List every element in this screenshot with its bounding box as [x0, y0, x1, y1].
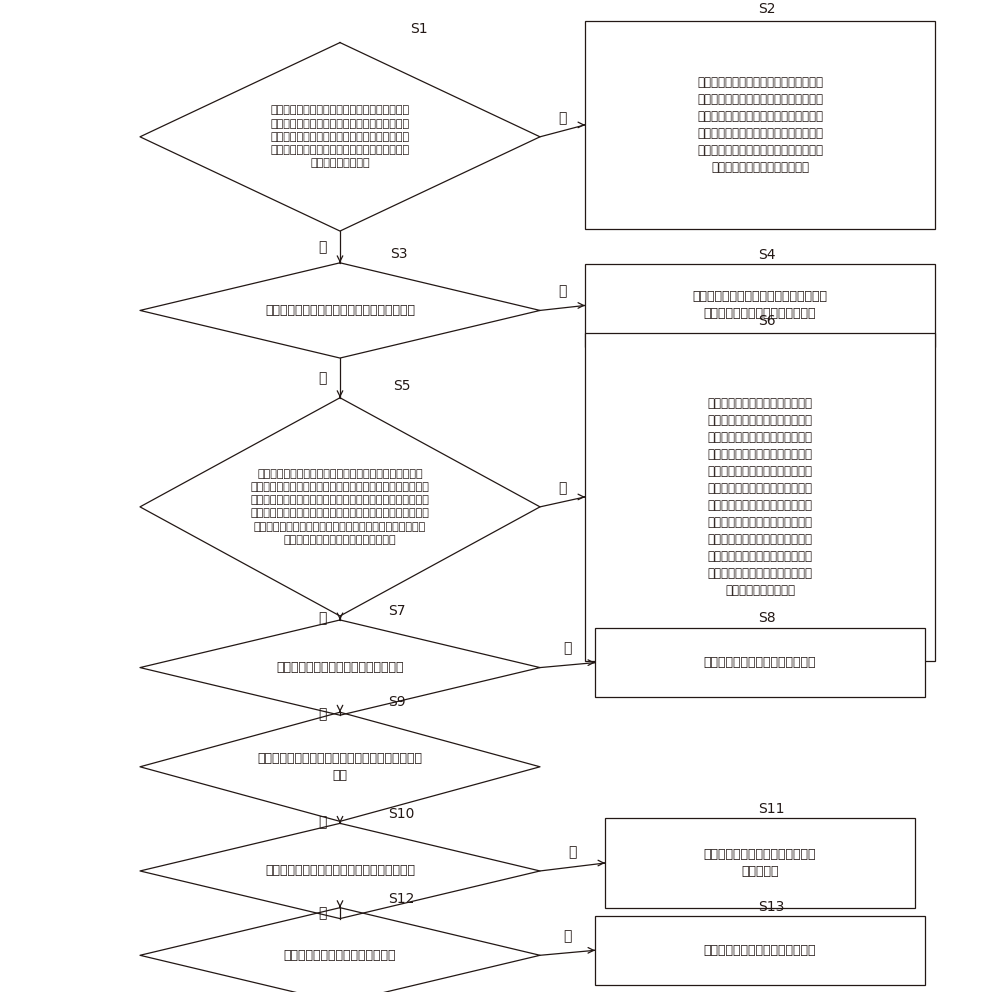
Text: 是: 是 [318, 815, 326, 829]
Text: 判断是否定冷水箱补水电动门及定冷水箱补水调
阀均已开，且定冷水箱补水旁路电动门已关，且
离子交换器补水电动门已开，且离子交换器补水
滤网的入口电动门及出口电动门: 判断是否定冷水箱补水电动门及定冷水箱补水调 阀均已开，且定冷水箱补水旁路电动门已… [270, 105, 410, 169]
Text: 是: 是 [318, 240, 326, 254]
Polygon shape [140, 908, 540, 992]
Text: S9: S9 [388, 695, 406, 709]
Text: 是: 是 [318, 906, 326, 921]
Text: 否: 否 [568, 845, 577, 859]
Bar [605, 818, 915, 908]
Text: 判断定子冷却水箱内的液位是否高于预设液位: 判断定子冷却水箱内的液位是否高于预设液位 [265, 304, 415, 316]
Text: 发出启动第一定子冷却水泵的指令: 发出启动第一定子冷却水泵的指令 [704, 656, 816, 670]
Text: 发出开启第一及第二定子冷却水泵
入口电动门的指令，及关闭第一及
第二定子冷却水泵出口电动门的指
令，及开启第一冷却器入口和出口
电动门的指令，及关闭第二冷却器
: 发出开启第一及第二定子冷却水泵 入口电动门的指令，及关闭第一及 第二定子冷却水泵… [708, 397, 812, 597]
Bar [585, 21, 935, 229]
Bar [585, 264, 935, 347]
Text: S10: S10 [388, 807, 414, 821]
Text: S11: S11 [758, 803, 784, 816]
Text: 否: 否 [558, 111, 567, 125]
Text: 发出投入定子冷却水泵联锁的指令: 发出投入定子冷却水泵联锁的指令 [704, 943, 816, 957]
Text: 否: 否 [558, 481, 567, 495]
Text: 判断定子冷却水泵出口母管的压力是否大于预设压
力值: 判断定子冷却水泵出口母管的压力是否大于预设压 力值 [258, 752, 422, 782]
Text: 发出开启定冷水箱补水电动门及定冷水箱
补水调阀的指令，及关闭定冷水箱补水旁
路电动门的指令，及开启离子交换器补水
电动门的指令，及开启离子交换器补水滤
网的入口: 发出开启定冷水箱补水电动门及定冷水箱 补水调阀的指令，及关闭定冷水箱补水旁 路电… [697, 76, 823, 174]
Text: 是: 是 [318, 706, 326, 721]
Text: 否: 否 [563, 930, 572, 943]
Bar [595, 628, 925, 697]
Text: S12: S12 [388, 892, 414, 906]
Text: 是: 是 [318, 371, 326, 385]
Polygon shape [140, 823, 540, 919]
Bar [595, 916, 925, 985]
Polygon shape [140, 712, 540, 821]
Polygon shape [140, 263, 540, 358]
Text: S8: S8 [758, 611, 776, 625]
Text: S3: S3 [390, 247, 408, 261]
Polygon shape [140, 620, 540, 715]
Text: 是: 是 [318, 611, 326, 625]
Text: 判断是否已投入定子冷却水泵联锁: 判断是否已投入定子冷却水泵联锁 [284, 948, 396, 962]
Text: S6: S6 [758, 314, 776, 328]
Text: 否: 否 [563, 642, 572, 656]
Text: 判断所述第一定子冷却水泵是否已启动: 判断所述第一定子冷却水泵是否已启动 [276, 661, 404, 675]
Text: S13: S13 [758, 900, 784, 914]
Text: S7: S7 [388, 604, 406, 618]
Polygon shape [140, 398, 540, 616]
Text: S2: S2 [758, 2, 776, 16]
Bar [585, 333, 935, 661]
Text: S5: S5 [393, 379, 411, 393]
Text: 判断第一定子冷却水泵的出口电动门是否已开: 判断第一定子冷却水泵的出口电动门是否已开 [265, 864, 415, 878]
Text: 发出将定冷水箱补水调阀投自动的指令及
关闭离子交换器补水电动门的指令: 发出将定冷水箱补水调阀投自动的指令及 关闭离子交换器补水电动门的指令 [692, 291, 828, 320]
Text: 发出开启第一定子冷却水泵出口电
动门的指令: 发出开启第一定子冷却水泵出口电 动门的指令 [704, 848, 816, 878]
Text: 判断是否第一及第二定子冷却水泵入口电动门已开，且第
及第二定子冷却水泵出口电动门已关，且第一冷却器入口、出
口电动门已开，且第二冷却器入口、出口电动门已关，且定: 判断是否第一及第二定子冷却水泵入口电动门已开，且第 及第二定子冷却水泵出口电动门… [251, 469, 429, 545]
Text: S4: S4 [758, 248, 776, 262]
Text: 否: 否 [558, 285, 567, 299]
Text: S1: S1 [410, 22, 428, 36]
Polygon shape [140, 43, 540, 231]
